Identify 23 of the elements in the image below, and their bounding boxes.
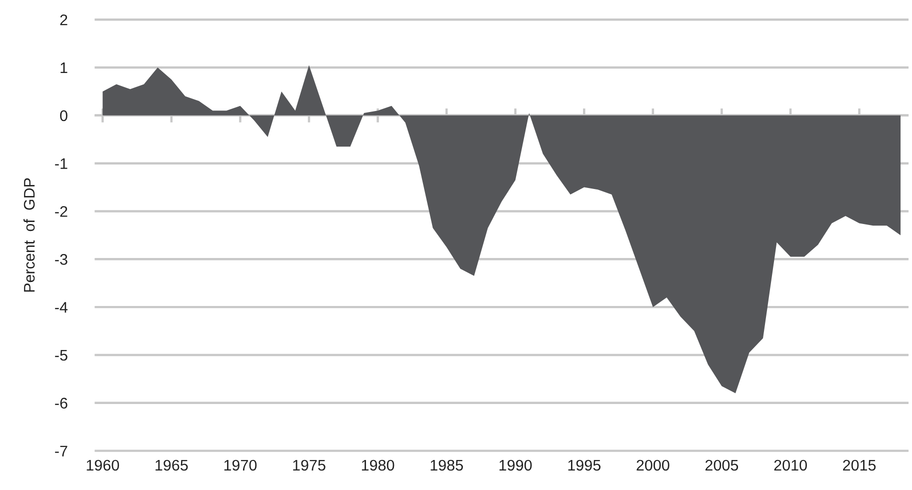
y-tick-label: -2 [55, 206, 68, 217]
x-tick-label: 1980 [362, 460, 394, 471]
x-tick-label: 1985 [430, 460, 463, 471]
x-tick-label: 1965 [156, 460, 188, 471]
x-tick-label: 2015 [843, 460, 876, 471]
x-tick-label: 1990 [500, 460, 532, 471]
y-tick-label: -1 [55, 158, 68, 169]
x-tick-label: 1975 [293, 460, 326, 471]
y-tick-label: -5 [55, 350, 68, 361]
y-tick-label: -6 [55, 398, 68, 409]
y-tick-label: -7 [55, 446, 68, 456]
y-tick-label: 0 [60, 110, 68, 122]
x-tick-label: 1995 [568, 460, 600, 471]
y-tick-label: -3 [55, 254, 68, 265]
x-tick-label: 1970 [224, 460, 257, 471]
y-axis-title: Percent of GDP [24, 178, 35, 292]
x-tick-label: 1960 [86, 460, 120, 471]
x-tick-label: 2010 [774, 460, 807, 471]
y-tick-label: -4 [55, 302, 68, 313]
y-tick-label: 2 [60, 14, 68, 26]
x-tick-label: 2005 [705, 460, 738, 471]
x-tick-label: 2000 [636, 460, 670, 471]
y-tick-label: 1 [60, 62, 68, 74]
